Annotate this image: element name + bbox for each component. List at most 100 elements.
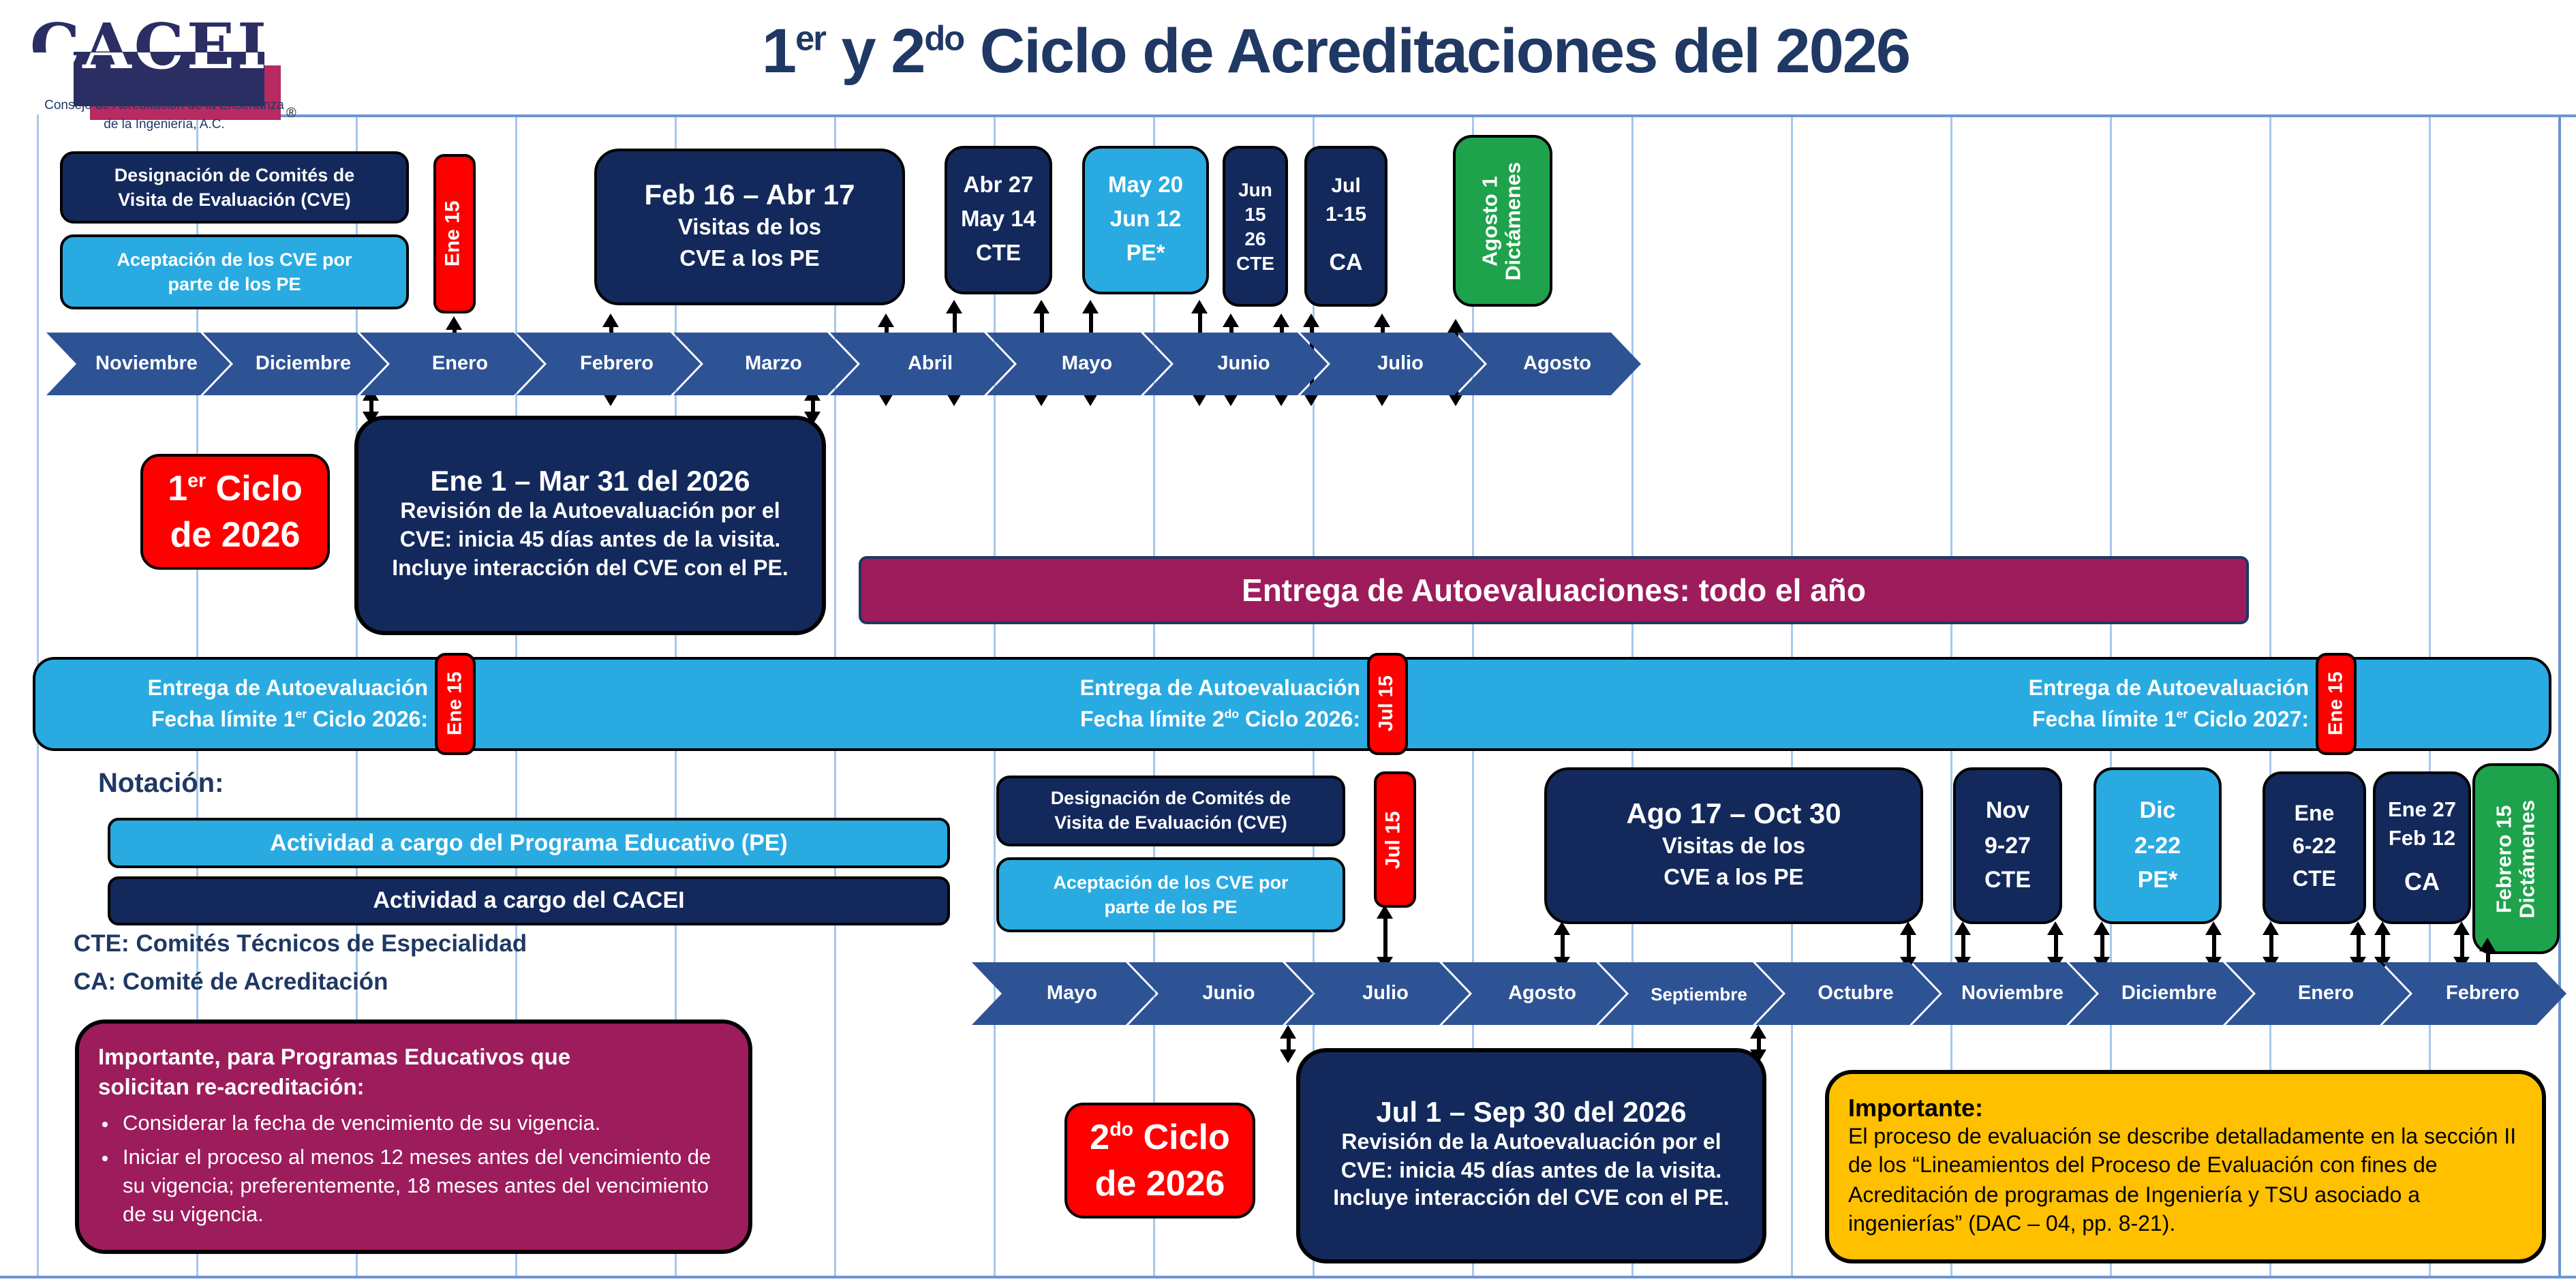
cycle2-aceptacion-box: Aceptación de los CVE por parte de los P…: [996, 857, 1345, 932]
month-label: Enero: [2297, 983, 2355, 1005]
cycle2-label-box: 2do Ciclo de 2026: [1064, 1103, 1255, 1218]
date-line: 15: [1244, 202, 1266, 225]
cycle2-visitas-line2: Visitas de los: [1661, 834, 1806, 859]
reaccreditation-bullet-2: Iniciar el proceso al menos 12 meses ant…: [123, 1146, 729, 1231]
month-label: Enero: [431, 353, 489, 375]
date-line: May 14: [960, 207, 1037, 232]
date-line: Jun: [1238, 178, 1272, 200]
month-label: Abril: [907, 353, 953, 375]
cycle2-dictamenes-box: Febrero 15 Dictámenes: [2472, 763, 2560, 954]
process-note-box: Importante: El proceso de evaluación se …: [1825, 1070, 2546, 1263]
cycle1-cte-april-box: Abr 27 May 14 CTE: [945, 146, 1052, 294]
deadline-item-1: Entrega de Autoevaluación Fecha límite 1…: [55, 669, 428, 740]
committee-label: PE*: [2137, 867, 2178, 893]
month-label: Junio: [1217, 353, 1270, 375]
double-arrow-icon: [1280, 1025, 1296, 1063]
deadline-tag-3: Ene 15: [2316, 653, 2357, 755]
double-arrow-icon: [2453, 921, 2470, 970]
cycle1-cte-june-box: Jun 15 26 CTE: [1223, 146, 1288, 307]
month-label: Septiembre: [1651, 983, 1747, 1004]
double-arrow-icon: [363, 387, 379, 425]
double-arrow-icon: [2479, 938, 2496, 976]
cycle2-designacion-line2: Visita de Evaluación (CVE): [1054, 812, 1287, 833]
banner-text: Entrega de Autoevaluaciones: todo el año: [1242, 572, 1866, 607]
cycle2-visitas-line3: CVE a los PE: [1663, 865, 1804, 889]
month-label: Julio: [1362, 983, 1409, 1005]
cycle1-aceptacion-line1: Aceptación de los CVE por: [117, 249, 352, 270]
committee-label: CTE: [1984, 867, 2031, 893]
cycle1-revision-box: Ene 1 – Mar 31 del 2026 Revisión de la A…: [354, 416, 826, 635]
double-arrow-icon: [1900, 921, 1916, 970]
double-arrow-icon: [1954, 921, 1971, 970]
registered-mark: ®: [286, 106, 296, 121]
cycle1-designacion-line1: Designación de Comités de: [114, 164, 355, 185]
month-label: Diciembre: [255, 353, 352, 375]
month-chevron: Mayo: [987, 333, 1171, 395]
month-chevron: Diciembre: [2069, 962, 2253, 1025]
month-chevron: Febrero: [517, 333, 701, 395]
page-title: 1er y 2do Ciclo de Acreditaciones del 20…: [761, 15, 1911, 86]
double-arrow-icon: [1377, 905, 1393, 970]
cycle2-ca-box: Ene 27 Feb 12 CA: [2373, 771, 2471, 924]
month-label: Octubre: [1818, 983, 1894, 1005]
process-note-body: El proceso de evaluación se describe det…: [1848, 1126, 2517, 1236]
month-chevron: Noviembre: [46, 333, 230, 395]
deadline-line1: Entrega de Autoevaluación: [2028, 677, 2309, 701]
deadline-tag-label: Jul 15: [1376, 675, 1398, 733]
cycle1-designacion-line2: Visita de Evaluación (CVE): [118, 189, 351, 209]
legend-pe-box: Actividad a cargo del Programa Educativo…: [108, 818, 950, 868]
month-label: Noviembre: [1961, 983, 2064, 1005]
double-arrow-icon: [2350, 921, 2366, 970]
double-arrow-icon: [2047, 921, 2064, 970]
month-chevron: Enero: [2226, 962, 2410, 1025]
committee-label: CTE: [1236, 252, 1274, 275]
deadline-line2: Fecha límite 1er Ciclo 2026:: [151, 707, 428, 732]
date-line: 9-27: [1984, 832, 2031, 859]
deadline-tag-label: Ene 15: [2325, 672, 2347, 736]
cycle2-revision-body: Revisión de la Autoevaluación por el CVE…: [1333, 1131, 1730, 1211]
legend-cacei-label: Actividad a cargo del CACEI: [373, 887, 685, 913]
committee-label: CTE: [2293, 868, 2336, 891]
deadline-tag-1: Ene 15: [435, 653, 476, 755]
month-chevron: Octubre: [1755, 962, 1939, 1025]
cycle1-designacion-box: Designación de Comités de Visita de Eval…: [60, 151, 409, 224]
month-chevron: Abril: [830, 333, 1014, 395]
date-line: 1-15: [1325, 202, 1367, 226]
month-label: Julio: [1377, 353, 1424, 375]
cycle2-revision-title: Jul 1 – Sep 30 del 2026: [1376, 1097, 1687, 1129]
date-line: Jul: [1331, 174, 1361, 198]
month-chevron: Septiembre: [1599, 962, 1783, 1025]
logo-navy-block: [74, 52, 264, 106]
cycle1-dictamenes-box: Agosto 1 Dictámenes: [1453, 135, 1552, 307]
dictamenes-date: Agosto 1: [1479, 175, 1503, 266]
logo-caption-line2: de la Ingeniería, A.C.: [104, 117, 225, 132]
cycle1-aceptacion-box: Aceptación de los CVE por parte de los P…: [60, 234, 409, 309]
dictamenes-label: Dictámenes: [2516, 799, 2540, 919]
double-arrow-icon: [1554, 921, 1570, 970]
cycle1-visitas-box: Feb 16 – Abr 17 Visitas de los CVE a los…: [594, 149, 905, 305]
month-chevron: Diciembre: [203, 333, 387, 395]
cycle2-jul15-label: Jul 15: [1382, 810, 1406, 869]
month-chevron: Julio: [1300, 333, 1484, 395]
cycle2-cte-nov-box: Nov 9-27 CTE: [1953, 767, 2062, 924]
month-chevron: Junio: [1144, 333, 1328, 395]
double-arrow-icon: [2094, 921, 2110, 970]
top-rule: [164, 114, 2576, 117]
month-chevron: Agosto: [1457, 333, 1641, 395]
cycle1-visitas-line3: CVE a los PE: [679, 246, 820, 271]
dictamenes-date: Febrero 15: [2492, 804, 2516, 913]
cycle1-visitas-dates: Feb 16 – Abr 17: [644, 180, 855, 212]
reaccreditation-bullet-1: Considerar la fecha de vencimiento de su…: [123, 1111, 729, 1140]
cycle1-ca-box: Jul 1-15 CA: [1304, 146, 1387, 307]
month-chevron: Marzo: [673, 333, 857, 395]
date-line: 26: [1244, 228, 1266, 249]
legend-pe-label: Actividad a cargo del Programa Educativo…: [270, 829, 788, 855]
cycle2-cte-ene-box: Ene 6-22 CTE: [2263, 771, 2366, 924]
autoevaluaciones-banner: Entrega de Autoevaluaciones: todo el año: [859, 556, 2249, 624]
cycle2-aceptacion-line1: Aceptación de los CVE por: [1053, 872, 1289, 893]
cycle2-jul15-tag: Jul 15: [1374, 771, 1416, 908]
double-arrow-icon: [2263, 921, 2279, 970]
right-rule: [2558, 114, 2561, 1276]
cycle1-ene15-label: Ene 15: [442, 200, 465, 267]
ca-definition: CA: Comité de Acreditación: [74, 968, 388, 995]
